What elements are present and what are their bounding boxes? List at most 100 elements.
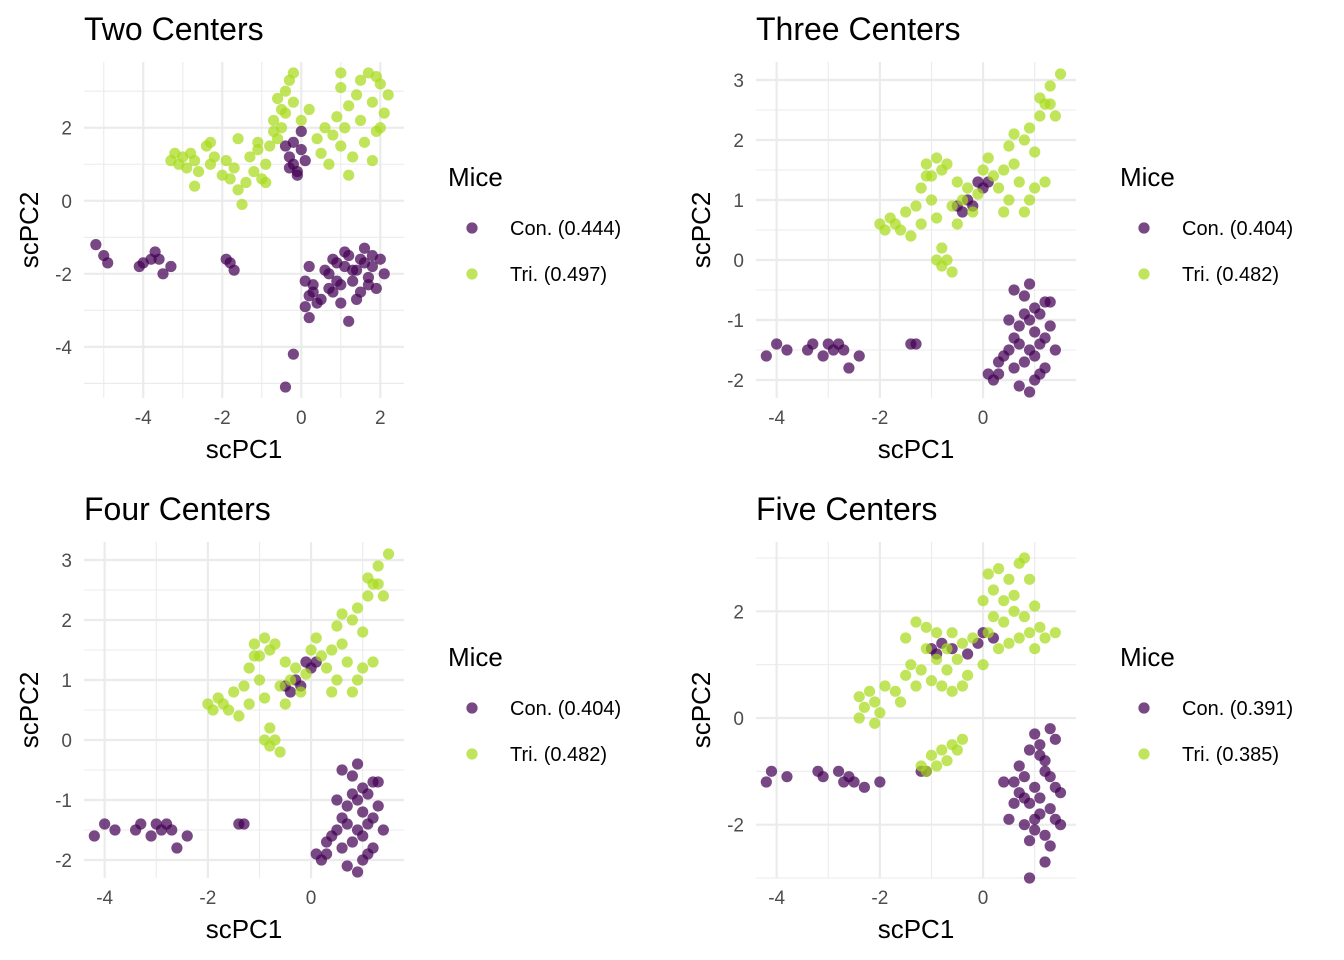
x-tick-label: 0 (978, 408, 989, 429)
data-point (336, 638, 348, 650)
data-point (920, 158, 932, 170)
chart-panel-3: -4 -2 0 -2 -1 0 1 2 3 Four Centers scPC1 scPC2 Mice C… (14, 491, 621, 944)
data-point (351, 758, 364, 770)
data-point (936, 680, 948, 692)
data-point (1008, 128, 1020, 140)
data-point (1023, 744, 1036, 756)
data-point (951, 176, 963, 188)
data-point (1029, 350, 1041, 362)
legend-key (466, 748, 478, 760)
data-point (279, 85, 292, 97)
data-point (992, 563, 1005, 575)
data-point (1008, 362, 1020, 374)
y-axis-title: scPC2 (686, 672, 716, 749)
data-point (326, 686, 338, 698)
data-point (982, 152, 994, 164)
data-point (1018, 356, 1030, 368)
data-point (279, 381, 292, 393)
series-tri (202, 548, 395, 758)
data-point (1008, 589, 1020, 601)
data-point (1029, 146, 1041, 158)
data-point (271, 92, 284, 105)
data-point (1039, 829, 1051, 841)
data-point (275, 103, 288, 116)
data-point (233, 710, 245, 722)
data-point (998, 776, 1010, 788)
data-point (1044, 840, 1056, 852)
data-point (299, 155, 311, 167)
data-point (1034, 749, 1046, 761)
data-point (832, 765, 845, 777)
data-point (157, 268, 169, 280)
data-point (1018, 206, 1030, 218)
data-point (1044, 320, 1056, 332)
data-point (347, 151, 359, 163)
data-point (224, 173, 236, 185)
data-point (372, 560, 384, 572)
data-point (1039, 856, 1051, 868)
x-tick-label: -4 (135, 408, 152, 429)
x-tick-label: -4 (768, 408, 785, 429)
data-point (1018, 552, 1030, 564)
data-point (1008, 776, 1020, 788)
data-point (1018, 611, 1030, 623)
data-point (863, 685, 876, 697)
data-point (1013, 338, 1025, 350)
legend-label: Con. (0.404) (510, 698, 621, 720)
data-point (920, 170, 932, 182)
data-point (382, 548, 395, 560)
data-point (1018, 771, 1030, 783)
data-point (358, 242, 371, 254)
chart-title: Two Centers (84, 11, 264, 47)
x-axis-title: scPC1 (878, 914, 955, 944)
data-point (781, 344, 793, 356)
data-point (243, 698, 255, 710)
data-point (320, 662, 333, 674)
data-point (817, 771, 829, 783)
legend-key (1138, 268, 1150, 280)
data-point (350, 293, 363, 305)
data-point (1049, 110, 1061, 122)
data-point (1003, 637, 1015, 649)
data-point (1044, 771, 1056, 783)
data-point (848, 776, 860, 788)
data-point (339, 246, 351, 258)
y-axis-title: scPC2 (14, 672, 44, 749)
data-point (905, 659, 917, 671)
data-point (962, 648, 974, 660)
data-point (915, 218, 927, 230)
data-point (300, 668, 312, 680)
data-point (1034, 308, 1046, 320)
data-point (351, 602, 364, 614)
data-point (1023, 386, 1036, 398)
data-point (941, 643, 953, 655)
data-point (370, 71, 382, 83)
data-point (264, 140, 276, 152)
data-point (362, 788, 374, 800)
series-con (90, 125, 390, 393)
data-point (807, 338, 819, 350)
data-point (347, 275, 359, 287)
data-point (962, 669, 974, 681)
data-point (303, 103, 315, 116)
data-point (207, 704, 219, 716)
data-point (1029, 182, 1041, 194)
y-tick-label: -2 (55, 851, 72, 872)
series-tri (165, 67, 394, 211)
data-point (1023, 278, 1036, 290)
data-point (287, 96, 299, 108)
data-point (946, 266, 958, 278)
data-point (905, 230, 917, 242)
data-point (366, 96, 378, 108)
data-point (248, 165, 260, 178)
data-point (372, 776, 384, 788)
data-point (99, 818, 111, 830)
data-point (279, 698, 291, 710)
data-point (936, 242, 948, 254)
data-point (977, 164, 989, 176)
data-point (1029, 374, 1041, 386)
data-point (222, 704, 235, 716)
data-point (367, 656, 379, 668)
data-point (1029, 600, 1041, 612)
